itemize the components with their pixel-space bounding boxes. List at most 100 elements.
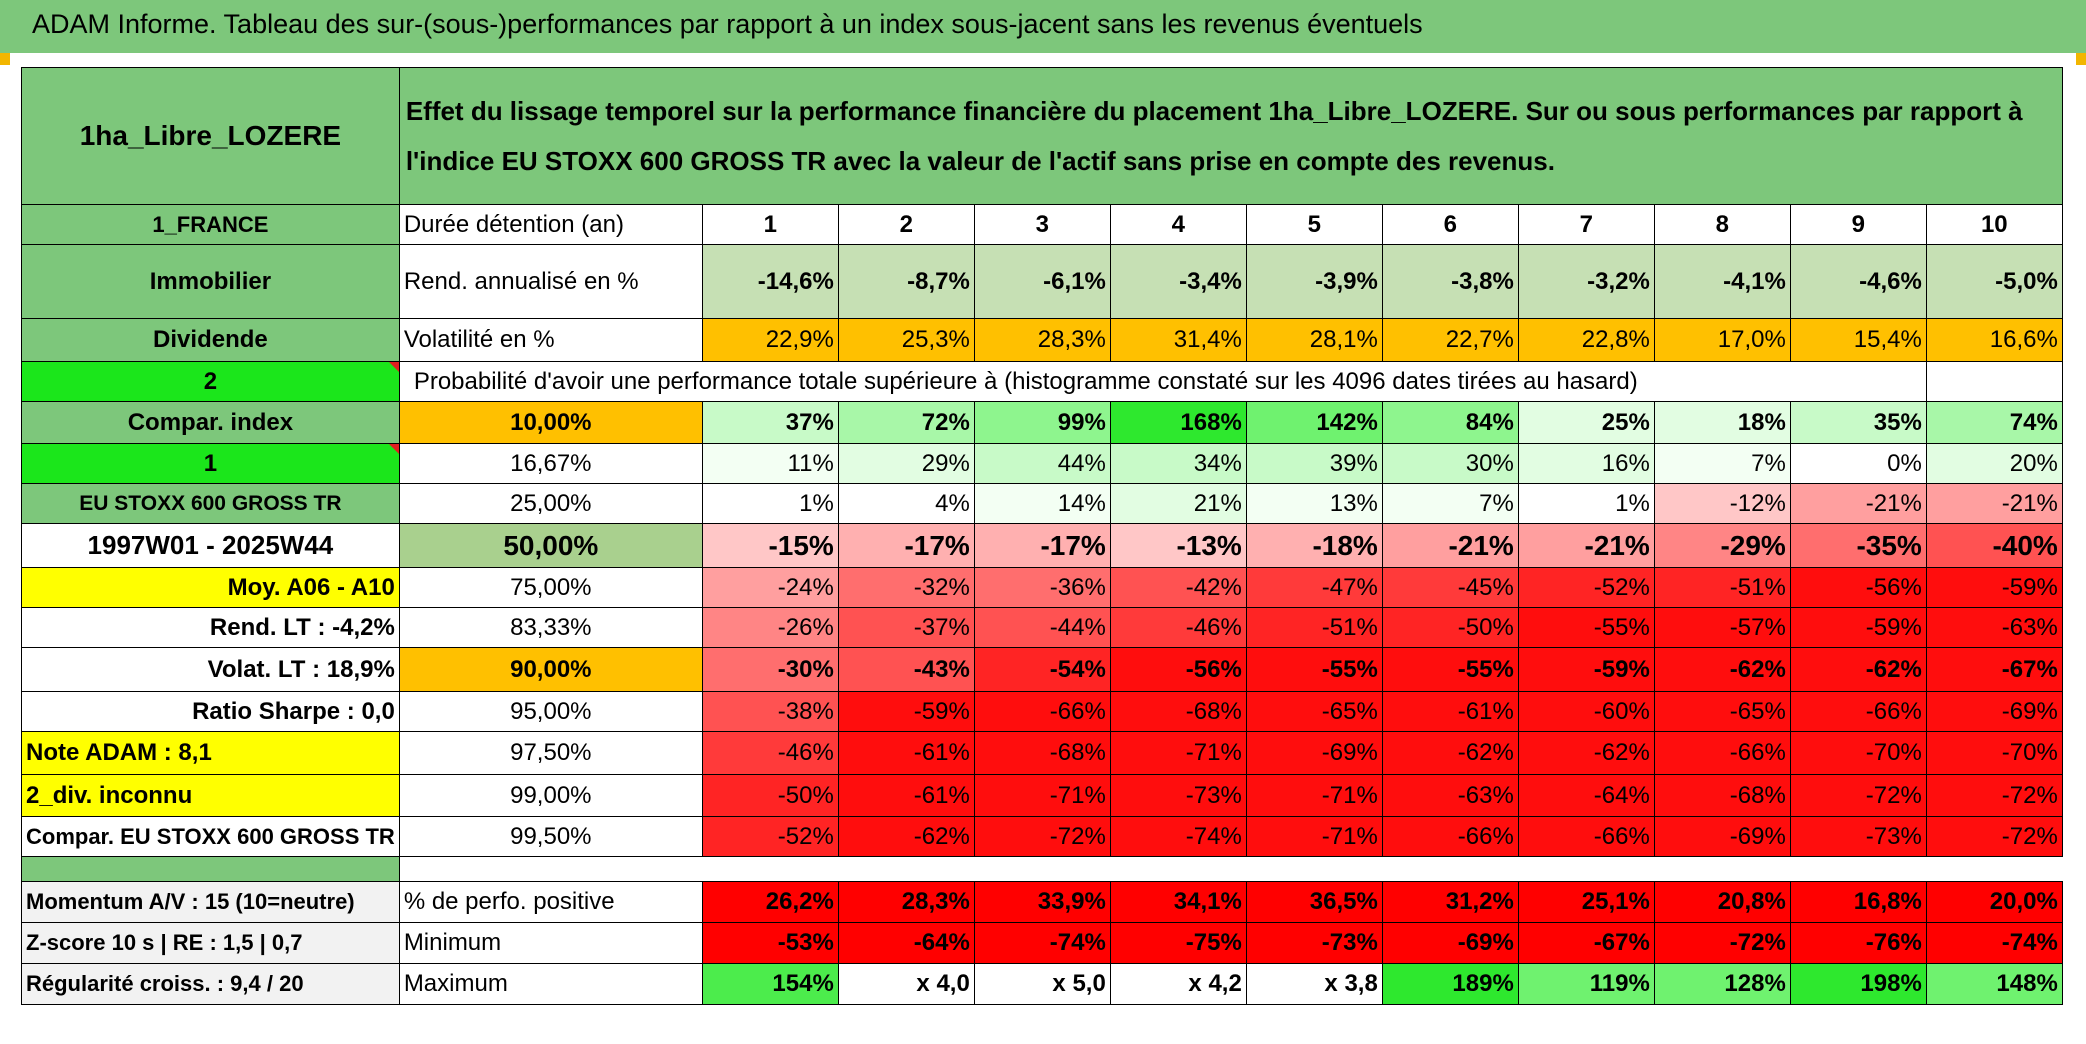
prob-value-cell: -15% <box>701 523 839 568</box>
percentile-cell: 90,00% <box>398 647 703 692</box>
pos-cell: 20,8% <box>1653 881 1791 923</box>
year-cell: 6 <box>1381 204 1519 245</box>
prob-value-cell: -65% <box>1653 691 1791 732</box>
prob-value-cell: -45% <box>1381 567 1519 608</box>
country-label: 1_FRANCE <box>21 204 400 245</box>
prob-value-cell: 11% <box>701 443 839 484</box>
period-label: 1997W01 - 2025W44 <box>21 523 400 568</box>
prob-row: Note ADAM : 8,1 97,50% -46% -61% -68% -71% -69… <box>21 731 2063 775</box>
prob-value-cell: -70% <box>1789 731 1927 775</box>
prob-value-cell: 39% <box>1245 443 1383 484</box>
prob-value-cell: -63% <box>1925 607 2063 648</box>
prob-value-cell: -66% <box>1653 731 1791 775</box>
percentile-cell: 83,33% <box>398 607 703 648</box>
min-cell: -75% <box>1109 922 1247 964</box>
report-title: ADAM Informe. Tableau des sur-(sous-)per… <box>32 9 1423 39</box>
prob-value-cell: -55% <box>1517 607 1655 648</box>
prob-value-cell: 34% <box>1109 443 1247 484</box>
year-cell: 9 <box>1789 204 1927 245</box>
prob-value-cell: -40% <box>1925 523 2063 568</box>
max-cell: 198% <box>1789 963 1927 1005</box>
rend-cell: -4,6% <box>1789 244 1927 319</box>
prob-value-cell: 30% <box>1381 443 1519 484</box>
prob-value-cell: -51% <box>1653 567 1791 608</box>
prob-header: Probabilité d'avoir une performance tota… <box>398 361 1927 402</box>
rend-cell: -4,1% <box>1653 244 1791 319</box>
min-cell: -76% <box>1789 922 1927 964</box>
selector-1[interactable]: 2 <box>21 361 400 402</box>
prob-value-cell: 20% <box>1925 443 2063 484</box>
percentile-cell: 25,00% <box>398 483 703 524</box>
prob-value-cell: 21% <box>1109 483 1247 524</box>
prob-value-cell: -35% <box>1789 523 1927 568</box>
prob-value-cell: 25% <box>1517 401 1655 444</box>
max-cell: 189% <box>1381 963 1519 1005</box>
max-cell: 148% <box>1925 963 2063 1005</box>
min-cell: -53% <box>701 922 839 964</box>
min-cell: -74% <box>1925 922 2063 964</box>
prob-row: Rend. LT : -4,2% 83,33% -26% -37% -44% -46% -5… <box>21 607 2063 648</box>
prob-row: Moy. A06 - A10 75,00% -24% -32% -36% -42% -47%… <box>21 567 2063 608</box>
index-name: EU STOXX 600 GROSS TR <box>21 483 400 524</box>
selector-2[interactable]: 1 <box>21 443 400 484</box>
prob-value-cell: -72% <box>1925 816 2063 857</box>
prob-value-cell: 18% <box>1653 401 1791 444</box>
prob-value-cell: -38% <box>701 691 839 732</box>
rend-cell: -3,8% <box>1381 244 1519 319</box>
prob-value-cell: 4% <box>837 483 975 524</box>
corner-marker <box>2076 53 2086 65</box>
prob-value-cell: -54% <box>973 647 1111 692</box>
prob-value-cell: -71% <box>1109 731 1247 775</box>
prob-value-cell: -43% <box>837 647 975 692</box>
rend-cell: -3,2% <box>1517 244 1655 319</box>
prob-value-cell: -56% <box>1109 647 1247 692</box>
div-label: 2_div. inconnu <box>21 774 400 817</box>
prob-value-cell: -59% <box>837 691 975 732</box>
prob-value-cell: -71% <box>1245 816 1383 857</box>
prob-value-cell: -61% <box>1381 691 1519 732</box>
prob-value-cell: -67% <box>1925 647 2063 692</box>
prob-value-cell: -72% <box>973 816 1111 857</box>
year-cell: 7 <box>1517 204 1655 245</box>
prob-row: Compar. EU STOXX 600 GROSS TR 99,50% -52% -… <box>21 816 2063 857</box>
percentile-cell: 50,00% <box>398 523 703 568</box>
prob-value-cell: -32% <box>837 567 975 608</box>
prob-value-cell: 74% <box>1925 401 2063 444</box>
prob-value-cell: -72% <box>1789 774 1927 817</box>
pos-row: Momentum A/V : 15 (10=neutre)% de perfo.… <box>21 881 2063 923</box>
prob-value-cell: -66% <box>1789 691 1927 732</box>
prob-value-cell: -36% <box>973 567 1111 608</box>
min-cell: -69% <box>1381 922 1519 964</box>
spacer-row <box>21 856 2063 882</box>
prob-value-cell: -66% <box>973 691 1111 732</box>
pos-cell: 34,1% <box>1109 881 1247 923</box>
prob-value-cell: 44% <box>973 443 1111 484</box>
vol-cell: 31,4% <box>1109 318 1247 362</box>
pos-cell: 36,5% <box>1245 881 1383 923</box>
vol-cell: 25,3% <box>837 318 975 362</box>
prob-value-cell: -26% <box>701 607 839 648</box>
prob-row: 2_div. inconnu 99,00% -50% -61% -71% -73% -71%… <box>21 774 2063 817</box>
max-row: Régularité croiss. : 9,4 / 20 Maximum 154%… <box>21 963 2063 1005</box>
prob-value-cell: -62% <box>837 816 975 857</box>
year-cell: 2 <box>837 204 975 245</box>
max-cell: x 3,8 <box>1245 963 1383 1005</box>
corner-marker <box>0 53 10 65</box>
prob-value-cell: -52% <box>1517 567 1655 608</box>
rend-row: Immobilier Rend. annualisé en % -14,6% -… <box>21 244 2063 319</box>
prob-row: Ratio Sharpe : 0,0 95,00% -38% -59% -66% -68%… <box>21 691 2063 732</box>
pos-cell: 33,9% <box>973 881 1111 923</box>
prob-value-cell: -52% <box>701 816 839 857</box>
prob-value-cell: -68% <box>1653 774 1791 817</box>
note-label: Note ADAM : 8,1 <box>21 731 400 775</box>
prob-value-cell: -66% <box>1517 816 1655 857</box>
min-cell: -74% <box>973 922 1111 964</box>
prob-value-cell: -73% <box>1789 816 1927 857</box>
prob-value-cell: 16% <box>1517 443 1655 484</box>
category-label: Immobilier <box>21 244 400 319</box>
prob-value-cell: -18% <box>1245 523 1383 568</box>
compar-index-label: Compar. index <box>21 401 400 444</box>
prob-value-cell: -50% <box>1381 607 1519 648</box>
header-row: 1ha_Libre_LOZERE Effet du lissage tempor… <box>21 67 2063 205</box>
vol-cell: 28,1% <box>1245 318 1383 362</box>
